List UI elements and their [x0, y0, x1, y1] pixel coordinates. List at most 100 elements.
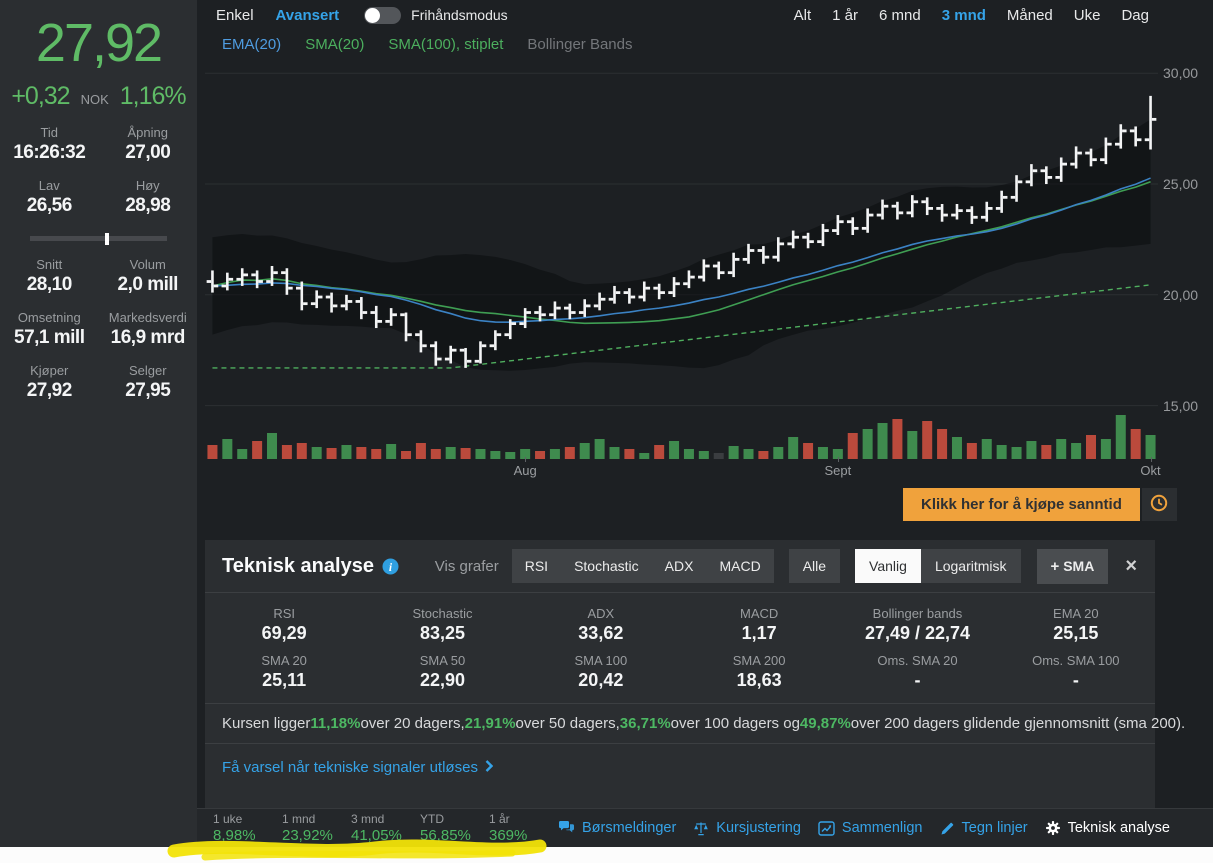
- indicator-values: RSI 69,29 Stochastic 83,25 ADX 33,62 MACD 1,17 B…: [205, 593, 1155, 704]
- indicator-ema-20: EMA 20 25,15: [997, 606, 1155, 644]
- month-tick: [837, 457, 839, 462]
- indicator-sma-200: SMA 200 18,63: [680, 653, 838, 691]
- graph-btn-macd[interactable]: MACD: [706, 549, 773, 583]
- indicator-label: Bollinger bands: [872, 606, 963, 621]
- price-change: +0,32: [11, 82, 70, 110]
- toolbar-tegn-linjer[interactable]: Tegn linjer: [940, 820, 1028, 836]
- panel-header: Teknisk analyse i Vis grafer RSI Stochast…: [205, 540, 1155, 593]
- stat-volum: Volum 2,0 mill: [99, 257, 198, 296]
- stat-value: 16,9 mrd: [110, 327, 186, 348]
- toolbar-sammenlign[interactable]: Sammenlign: [818, 820, 923, 836]
- perf-value: 41,05%: [351, 827, 402, 844]
- y-tick-label: 25,00: [1163, 176, 1199, 193]
- perf-value: 56,85%: [420, 827, 471, 844]
- range-måned[interactable]: Måned: [1006, 6, 1053, 24]
- indicator-value: -: [1072, 670, 1079, 690]
- add-sma-button[interactable]: + SMA: [1036, 548, 1109, 584]
- perf-label: 1 mnd: [282, 812, 316, 826]
- quote-stats-top: Tid 16:26:32 Åpning 27,00 Lav 26,56 Høy 28,98: [0, 111, 197, 217]
- technical-analysis-panel: Teknisk analyse i Vis grafer RSI Stochast…: [205, 540, 1185, 808]
- toolbar-teknisk-analyse[interactable]: Teknisk analyse: [1045, 820, 1170, 836]
- mode-tab-enkel[interactable]: Enkel: [216, 6, 254, 24]
- summary-text: over 200 dagers glidende gjennomsnitt (s…: [850, 715, 1186, 732]
- indicator-label: Oms. SMA 100: [1032, 653, 1120, 668]
- freehand-toggle[interactable]: [364, 6, 402, 24]
- gear-icon: [1045, 820, 1061, 836]
- legend-bollinger-bands[interactable]: Bollinger Bands: [527, 36, 633, 53]
- time-range-tabs: Alt 1 år 6 mnd 3 mnd Måned Uke Dag: [794, 7, 1213, 24]
- alert-link[interactable]: Få varsel når tekniske signaler utløses: [222, 759, 494, 776]
- perf-label: 1 uke: [213, 812, 243, 826]
- x-axis-months: Aug Sept Okt: [205, 457, 1161, 478]
- perf-3-mnd: 3 mnd 41,05%: [351, 812, 420, 844]
- ma-summary-text: Kursen ligger 11,18% over 20 dagers, 21,…: [205, 704, 1185, 744]
- indicator-label: SMA 20: [261, 653, 307, 668]
- indicator-value: 18,63: [736, 670, 782, 690]
- graph-buttons-group: RSI Stochastic ADX MACD: [511, 549, 774, 583]
- stat-label: Omsetning: [17, 310, 81, 325]
- stat-value: 16:26:32: [13, 142, 86, 163]
- indicator-value: 1,17: [741, 623, 777, 643]
- stat-åpning: Åpning 27,00: [99, 125, 198, 164]
- info-icon[interactable]: i: [382, 558, 399, 575]
- toolbar-label: Sammenlign: [841, 820, 923, 836]
- toolbar-kursjustering[interactable]: Kursjustering: [693, 820, 801, 836]
- close-icon[interactable]: ×: [1125, 555, 1137, 577]
- range-dag[interactable]: Dag: [1121, 6, 1149, 24]
- legend-sma-100-stiplet[interactable]: SMA(100), stiplet: [388, 36, 504, 53]
- chart-toolbar: Børsmeldinger Kursjustering Sammenlign Tegn…: [558, 820, 1213, 836]
- mode-tabs: Enkel Avansert: [216, 7, 339, 24]
- day-range-slider-thumb[interactable]: [104, 232, 109, 245]
- price-chart[interactable]: [205, 60, 1158, 412]
- perf-value: 23,92%: [282, 827, 333, 844]
- summary-percent: 36,71%: [619, 715, 671, 732]
- alle-button[interactable]: Alle: [788, 549, 841, 583]
- stat-label: Lav: [38, 178, 60, 193]
- plus-icon: +: [1050, 557, 1060, 575]
- stat-markedsverdi: Markedsverdi 16,9 mrd: [99, 310, 198, 349]
- month-tick: [1150, 457, 1152, 462]
- chat-icon: [558, 820, 575, 836]
- range-6-mnd[interactable]: 6 mnd: [879, 6, 921, 24]
- indicator-oms-sma-100: Oms. SMA 100 -: [997, 653, 1155, 691]
- legend-ema-20-[interactable]: EMA(20): [222, 36, 282, 53]
- indicator-value: 33,62: [578, 623, 624, 643]
- scale-btn-vanlig[interactable]: Vanlig: [855, 549, 921, 583]
- range-1-år[interactable]: 1 år: [832, 6, 859, 24]
- stat-value: 27,00: [125, 142, 171, 163]
- svg-text:i: i: [389, 561, 393, 573]
- volume-chart: [207, 415, 1156, 459]
- range-3-mnd[interactable]: 3 mnd: [941, 6, 986, 24]
- graph-btn-stochastic[interactable]: Stochastic: [561, 549, 652, 583]
- scale-btn-logaritmisk[interactable]: Logaritmisk: [920, 549, 1021, 583]
- summary-text: over 50 dagers,: [515, 715, 620, 732]
- month-label-okt: Okt: [1140, 463, 1161, 478]
- summary-percent: 11,18%: [310, 715, 361, 732]
- month-tick: [525, 457, 527, 462]
- stat-lav: Lav 26,56: [0, 178, 99, 217]
- legend-sma-20-[interactable]: SMA(20): [305, 36, 365, 53]
- day-range-slider[interactable]: [30, 232, 167, 245]
- stat-value: 28,98: [125, 195, 171, 216]
- summary-text: over 100 dagers og: [670, 715, 800, 732]
- range-alt[interactable]: Alt: [793, 6, 812, 24]
- pencil-icon: [940, 821, 955, 836]
- perf-value: 369%: [489, 827, 528, 844]
- toggle-knob: [365, 7, 381, 23]
- mode-tab-avansert[interactable]: Avansert: [275, 6, 340, 24]
- indicator-bollinger-bands: Bollinger bands 27,49 / 22,74: [838, 606, 996, 644]
- range-uke[interactable]: Uke: [1073, 6, 1101, 24]
- graph-btn-rsi[interactable]: RSI: [512, 549, 561, 583]
- freehand-label: Frihåndsmodus: [411, 7, 508, 23]
- graph-btn-adx[interactable]: ADX: [652, 549, 707, 583]
- page-background: [0, 847, 1213, 863]
- chart-mode-bar: Enkel Avansert Frihåndsmodus Alt 1 år 6 mnd…: [197, 0, 1213, 30]
- buy-realtime-button[interactable]: Klikk her for å kjøpe sanntid: [903, 488, 1140, 521]
- indicator-value: 22,90: [419, 670, 466, 690]
- stat-kjøper: Kjøper 27,92: [0, 363, 99, 402]
- realtime-clock-button[interactable]: [1141, 488, 1177, 521]
- y-tick-label: 15,00: [1163, 397, 1199, 414]
- indicator-label: SMA 200: [732, 653, 786, 668]
- toolbar-børsmeldinger[interactable]: Børsmeldinger: [558, 820, 676, 836]
